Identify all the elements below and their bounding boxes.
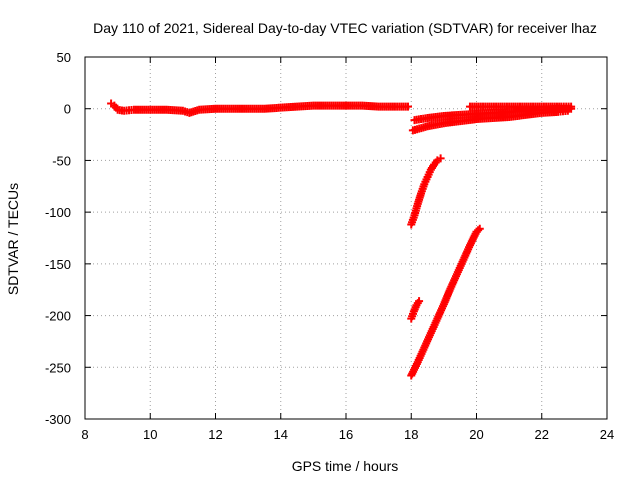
grid-lines [85, 57, 607, 419]
x-tick-label: 18 [404, 427, 418, 442]
y-tick-label: -100 [45, 205, 71, 220]
x-tick-label: 8 [81, 427, 88, 442]
x-axis-title: GPS time / hours [292, 458, 399, 474]
x-tick-label: 20 [469, 427, 483, 442]
y-tick-label: -50 [52, 153, 71, 168]
x-tick-label: 22 [535, 427, 549, 442]
x-tick-label: 10 [143, 427, 157, 442]
series-track-main [107, 99, 412, 117]
series-track-5 [407, 154, 445, 229]
series-track-6 [407, 297, 424, 323]
y-tick-label: 0 [64, 102, 71, 117]
data-point [567, 102, 576, 111]
data-point [403, 102, 412, 111]
x-tick-label: 12 [208, 427, 222, 442]
x-tick-label: 14 [274, 427, 288, 442]
data-point [415, 297, 424, 306]
series-track-7 [407, 224, 484, 380]
data-point [475, 224, 484, 233]
series-track-3 [408, 106, 572, 135]
y-tick-label: 50 [57, 50, 71, 65]
y-tick-label: -200 [45, 309, 71, 324]
y-tick-label: -300 [45, 412, 71, 427]
series-track-4 [465, 102, 576, 111]
x-tick-label: 16 [339, 427, 353, 442]
x-tick-label: 24 [600, 427, 614, 442]
y-tick-label: -250 [45, 360, 71, 375]
y-tick-label: -150 [45, 257, 71, 272]
data-points [107, 99, 576, 380]
axis-ticks: 8 10 12 14 16 18 20 22 24 50 0 -50 -100 -150 -200 -250 -… [45, 50, 614, 442]
data-point [436, 154, 445, 163]
data-point [474, 226, 483, 235]
chart-title: Day 110 of 2021, Sidereal Day-to-day VTE… [93, 20, 597, 36]
y-axis-title: SDTVAR / TECUs [5, 183, 21, 295]
